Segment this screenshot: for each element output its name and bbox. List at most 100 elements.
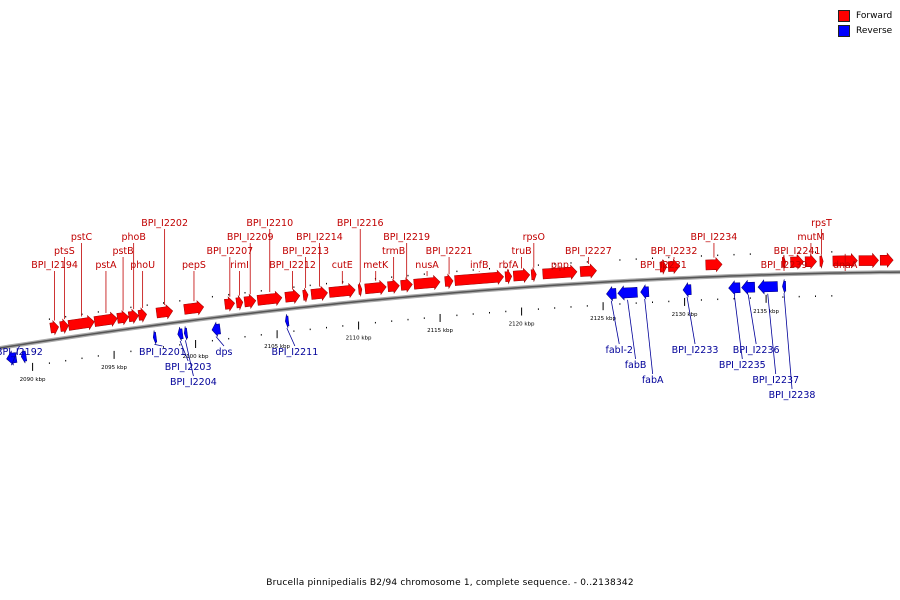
gene-arrow-cute[interactable] xyxy=(328,282,356,300)
gene-arrow-rimi[interactable] xyxy=(235,294,244,311)
minor-tick xyxy=(815,295,816,297)
gene-label-phou: phoU xyxy=(130,260,155,271)
gene-arrow-peps[interactable] xyxy=(183,300,205,316)
legend-item-reverse: Reverse xyxy=(838,23,892,38)
minor-tick xyxy=(668,256,670,259)
gene-arrow-mutm[interactable] xyxy=(804,253,817,270)
gene-arrow-trub[interactable] xyxy=(512,267,531,284)
gene-label-bpi_i2238: BPI_I2238 xyxy=(769,390,816,401)
gene-arrow-bpi_i2235[interactable] xyxy=(728,280,741,296)
minor-tick xyxy=(586,305,588,307)
minor-tick xyxy=(505,310,507,313)
minor-tick xyxy=(244,291,246,294)
gene-arrow-fabb[interactable] xyxy=(617,285,638,301)
minor-tick xyxy=(570,306,572,308)
gene-arrow-rpso[interactable] xyxy=(530,267,537,282)
label-leader xyxy=(179,340,189,362)
gene-arrow-dps[interactable] xyxy=(211,321,221,338)
gene-arrow-forward[interactable] xyxy=(858,252,879,269)
gene-arrow-bpi_i2201[interactable] xyxy=(152,330,158,345)
gene-labels: BPI_I2194 ptsS pstC pstA pstB phoB phoU BPI_I22… xyxy=(0,218,858,401)
gene-label-bpi_i2211: BPI_I2211 xyxy=(271,347,318,358)
gene-arrow-rbfa[interactable] xyxy=(504,268,513,285)
gene-arrow-faba[interactable] xyxy=(640,284,650,300)
gene-arrow-bpi_i2232[interactable] xyxy=(667,258,681,275)
minor-tick xyxy=(652,257,653,260)
gene-label-trub: truB xyxy=(512,246,532,257)
gene-arrow-trmb[interactable] xyxy=(387,278,400,294)
gene-arrow-reverse[interactable] xyxy=(20,349,28,364)
minor-tick xyxy=(179,344,181,346)
label-leader xyxy=(215,336,225,347)
gene-label-bpi_i2213: BPI_I2213 xyxy=(282,246,329,257)
minor-tick xyxy=(456,314,458,317)
gene-label-bpi_i2192: BPI_I2192 xyxy=(0,347,43,358)
minor-tick xyxy=(635,302,637,304)
minor-tick xyxy=(456,270,458,273)
gene-label-psta: pstA xyxy=(95,260,117,271)
tick-label: 2090 kbp xyxy=(20,377,46,383)
gene-arrow-bpi_i2219[interactable] xyxy=(400,277,413,293)
label-leader xyxy=(644,298,654,375)
gene-label-bpi_i2204: BPI_I2204 xyxy=(170,377,217,388)
gene-arrow-bpi_i2211[interactable] xyxy=(285,314,290,329)
gene-arrow-bpi_i2210[interactable] xyxy=(256,290,283,308)
gene-arrow-bpi_i2212[interactable] xyxy=(284,288,301,305)
gene-arrow-bpi_i2227[interactable] xyxy=(579,263,597,279)
tick-label: 2130 kbp xyxy=(672,312,698,318)
gene-arrow-bpi_i2234[interactable] xyxy=(705,256,723,273)
minor-tick xyxy=(635,258,637,260)
gene-label-bpi_i2234: BPI_I2234 xyxy=(691,232,738,243)
minor-tick xyxy=(326,282,327,285)
scale-ticks: 2090 kbp 2095 kbp 2100 kbp 2105 kbp 2110 kbp… xyxy=(20,251,833,383)
gene-arrow-bpi_i2203[interactable] xyxy=(177,326,184,342)
gene-arrow-bpi_i2209[interactable] xyxy=(243,293,257,309)
scale-tick: 2090 kbp xyxy=(20,362,46,383)
minor-tick xyxy=(423,273,425,275)
minor-tick xyxy=(130,306,132,309)
gene-arrow-bpi_i2216[interactable] xyxy=(357,282,363,297)
gene-arrow-phob[interactable] xyxy=(127,308,140,324)
gene-arrow-bpi_i2238[interactable] xyxy=(782,279,787,294)
minor-tick xyxy=(260,290,262,292)
gene-arrow-bpi_i2236[interactable] xyxy=(741,279,756,296)
scale-tick: 2120 kbp xyxy=(509,307,535,328)
gene-arrow-bpi_i2233[interactable] xyxy=(682,281,692,298)
gene-arrow-bpi_i2213[interactable] xyxy=(302,288,309,303)
gene-arrow-bpi_i2202[interactable] xyxy=(155,304,174,320)
label-leader xyxy=(686,296,696,345)
gene-arrow-bpi_i2204[interactable] xyxy=(183,326,189,341)
gene-label-bpi_i2203: BPI_I2203 xyxy=(165,362,212,373)
scale-tick: 2095 kbp xyxy=(101,350,128,371)
gene-label-bpi_i2209: BPI_I2209 xyxy=(227,232,274,243)
gene-arrow-bpi_i2194[interactable] xyxy=(49,319,60,336)
gene-label-metk: metK xyxy=(363,260,389,271)
gene-arrow-forward[interactable] xyxy=(879,252,894,268)
gene-arrow-pnp[interactable] xyxy=(542,264,578,281)
gene-label-bpi_i2239: BPI_I2239 xyxy=(761,260,808,271)
gene-arrow-infb[interactable] xyxy=(454,269,504,288)
gene-arrow-fabi-2[interactable] xyxy=(606,285,617,302)
gene-arrow-nusa[interactable] xyxy=(413,274,441,291)
gene-label-fabi-2: fabI-2 xyxy=(606,345,633,356)
gene-arrow-pstc[interactable] xyxy=(67,315,96,333)
label-leader xyxy=(627,299,636,360)
gene-label-bpi_i2237: BPI_I2237 xyxy=(752,375,799,386)
label-leader xyxy=(747,294,757,345)
gene-arrow-metk[interactable] xyxy=(364,279,387,296)
backbone xyxy=(0,270,900,351)
minor-tick xyxy=(179,300,181,302)
gene-arrow-psta[interactable] xyxy=(93,311,119,328)
gene-arrow-rpst[interactable] xyxy=(819,254,824,269)
gene-arrow-bpi_i2192[interactable] xyxy=(5,350,18,366)
gene-arrow-phou[interactable] xyxy=(137,307,148,323)
gene-arrow-bpi_i2207[interactable] xyxy=(224,296,235,312)
gene-label-rpst: rpsT xyxy=(811,218,832,229)
gene-arrow-bpi_i2221[interactable] xyxy=(444,273,454,290)
gene-arrow-ptss[interactable] xyxy=(59,318,69,334)
gene-arrow-pstb[interactable] xyxy=(116,310,130,326)
minor-tick xyxy=(244,335,246,338)
gene-arrow-bpi_i2214[interactable] xyxy=(310,285,329,302)
gene-arrow-bpi_i2237[interactable] xyxy=(757,279,778,295)
gene-label-rimi: rimI xyxy=(230,260,249,271)
